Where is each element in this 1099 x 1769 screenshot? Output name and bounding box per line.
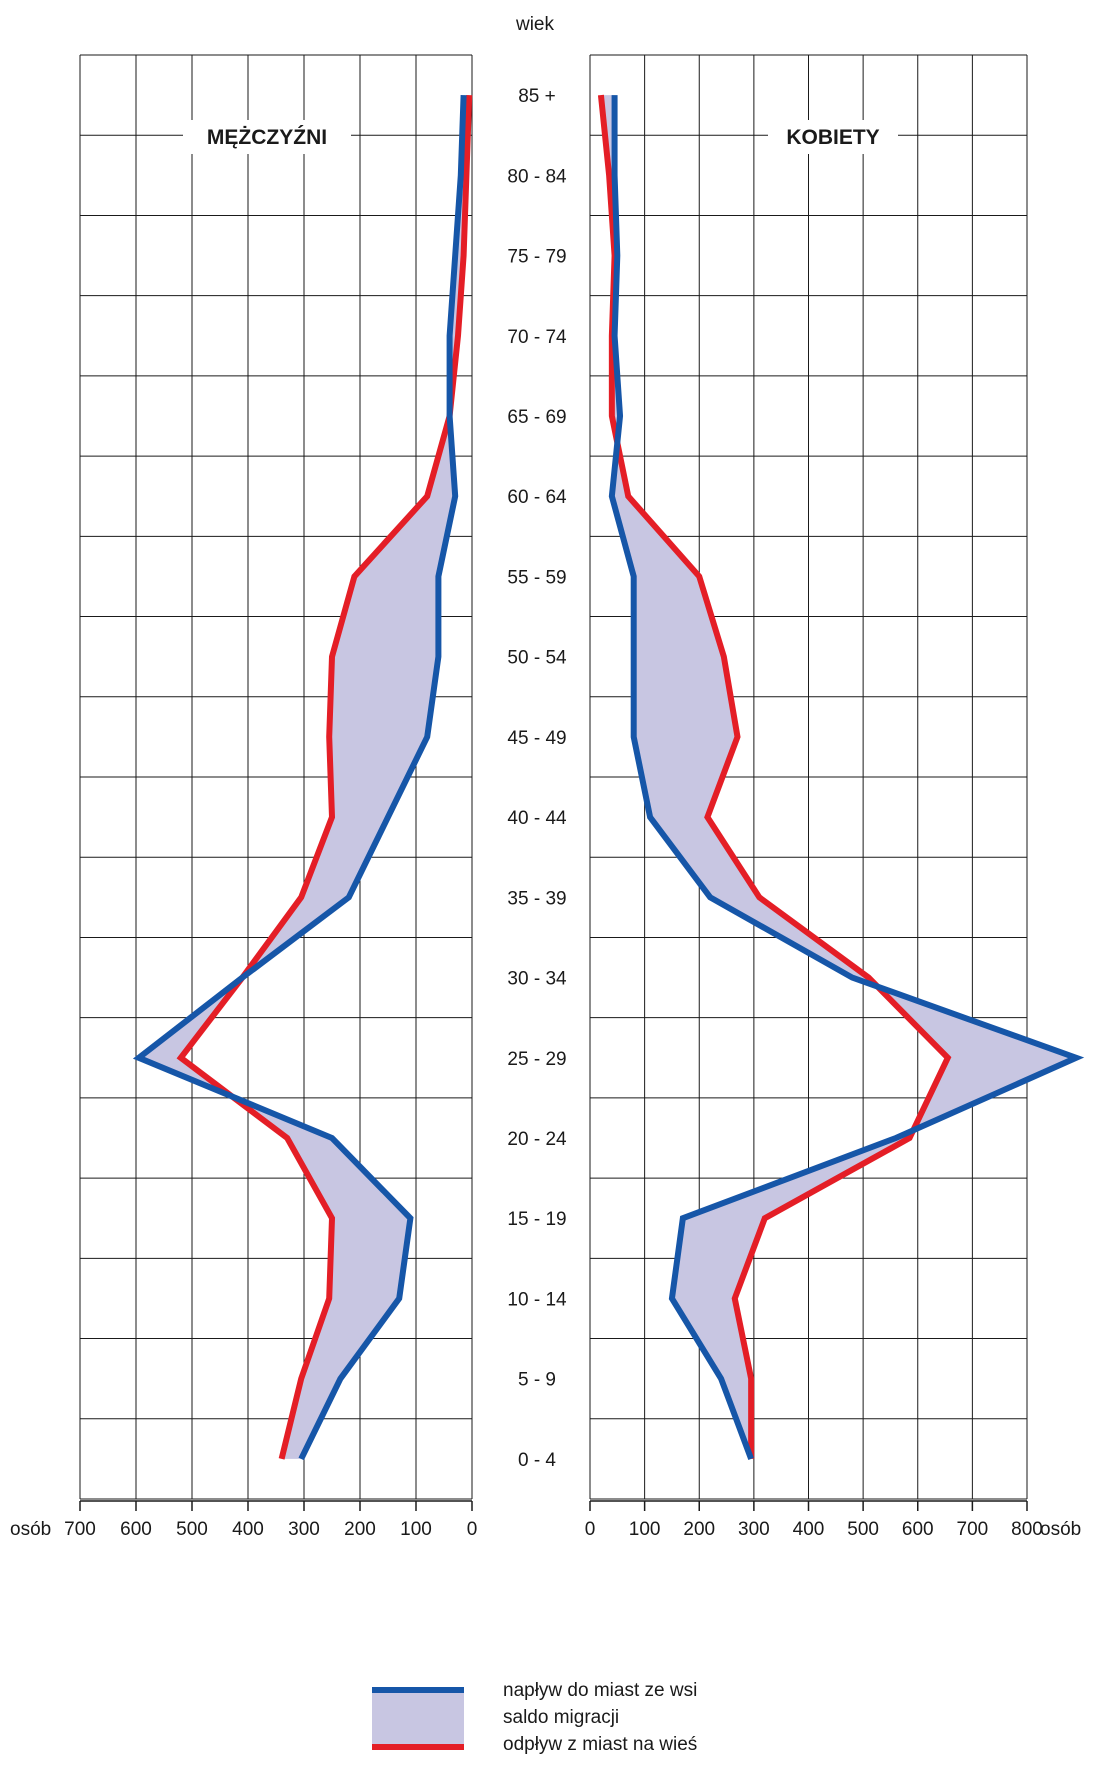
age-label-4: 20 - 24 bbox=[507, 1129, 567, 1150]
inflow-line-right bbox=[608, 95, 1085, 1460]
tick-label-right-100: 100 bbox=[629, 1519, 661, 1540]
legend-saldo-label: saldo migracji bbox=[503, 1707, 619, 1728]
tick-label-left-200: 200 bbox=[344, 1519, 376, 1540]
age-label-6: 30 - 34 bbox=[507, 969, 567, 990]
series-lines bbox=[132, 94, 1085, 1461]
tick-label-left-400: 400 bbox=[232, 1519, 264, 1540]
tick-label-right-200: 200 bbox=[683, 1519, 715, 1540]
panel-title-right: KOBIETY bbox=[786, 126, 879, 149]
age-axis-label: wiek bbox=[515, 14, 555, 35]
age-label-2: 10 - 14 bbox=[507, 1289, 567, 1310]
grid-right bbox=[589, 54, 1028, 1500]
saldo-area-right bbox=[600, 95, 1077, 1459]
tick-label-left-700: 700 bbox=[64, 1519, 96, 1540]
saldo-areas bbox=[138, 95, 1077, 1459]
age-group-labels: 0 - 4 5 - 9 10 - 14 15 - 19 20 - 24 25 - 29 30… bbox=[507, 86, 567, 1471]
legend-outflow-label: odpływ z miast na wieś bbox=[503, 1734, 697, 1755]
panel-title-bg-left bbox=[183, 120, 351, 154]
panel-title-left: MĘŻCZYŹNI bbox=[207, 126, 327, 149]
tick-label-left-100: 100 bbox=[400, 1519, 432, 1540]
outflow-line-left bbox=[176, 95, 473, 1460]
legend-inflow-label: napływ do miast ze wsi bbox=[503, 1680, 697, 1701]
age-label-16: 80 - 84 bbox=[507, 166, 567, 187]
tick-label-right-400: 400 bbox=[793, 1519, 825, 1540]
age-label-11: 55 - 59 bbox=[507, 567, 566, 588]
tick-label-left-0: 0 bbox=[467, 1519, 478, 1540]
unit-label-right: osób bbox=[1040, 1519, 1081, 1540]
age-label-12: 60 - 64 bbox=[507, 487, 567, 508]
age-label-14: 70 - 74 bbox=[507, 327, 567, 348]
legend-saldo-swatch bbox=[372, 1690, 464, 1747]
tick-label-right-300: 300 bbox=[738, 1519, 770, 1540]
age-label-7: 35 - 39 bbox=[507, 888, 566, 909]
axes: 700 600 500 400 300 200 100 0 0 100 200 300 400 500 60… bbox=[64, 1500, 1043, 1540]
saldo-area-left bbox=[138, 95, 470, 1459]
inflow-line-left bbox=[132, 95, 467, 1461]
unit-label-left: osób bbox=[10, 1519, 51, 1540]
age-label-10: 50 - 54 bbox=[507, 648, 567, 669]
legend: napływ do miast ze wsi saldo migracji od… bbox=[372, 1680, 697, 1755]
tick-label-right-500: 500 bbox=[847, 1519, 879, 1540]
age-label-13: 65 - 69 bbox=[507, 407, 566, 428]
tick-label-left-500: 500 bbox=[176, 1519, 208, 1540]
age-label-3: 15 - 19 bbox=[507, 1209, 566, 1230]
age-label-8: 40 - 44 bbox=[507, 808, 567, 829]
tick-label-left-300: 300 bbox=[288, 1519, 320, 1540]
age-label-5: 25 - 29 bbox=[507, 1049, 566, 1070]
age-label-9: 45 - 49 bbox=[507, 728, 566, 749]
tick-label-right-700: 700 bbox=[957, 1519, 989, 1540]
tick-label-right-600: 600 bbox=[902, 1519, 934, 1540]
age-label-0: 0 - 4 bbox=[518, 1450, 556, 1471]
tick-label-right-0: 0 bbox=[585, 1519, 596, 1540]
age-label-17: 85 + bbox=[518, 86, 556, 107]
tick-label-right-800: 800 bbox=[1011, 1519, 1043, 1540]
age-label-1: 5 - 9 bbox=[518, 1370, 556, 1391]
grid-left bbox=[79, 54, 473, 1500]
tick-label-left-600: 600 bbox=[120, 1519, 152, 1540]
panel-title-bg-right bbox=[768, 120, 898, 154]
age-label-15: 75 - 79 bbox=[507, 247, 566, 268]
